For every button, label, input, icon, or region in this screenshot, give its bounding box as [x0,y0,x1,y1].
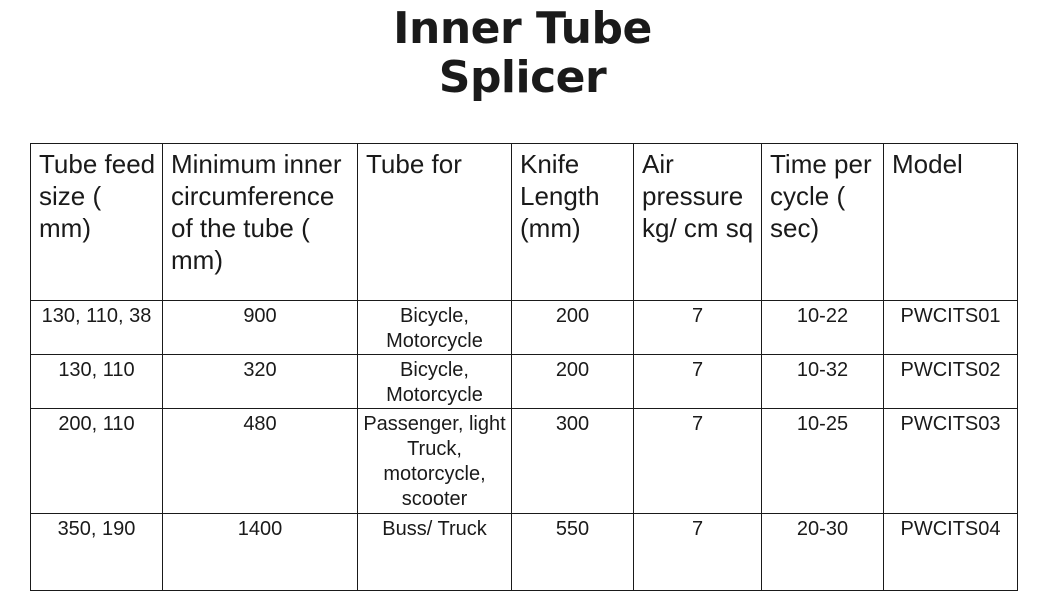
page-title: Inner Tube Splicer [0,4,1045,102]
cell-knife-length: 550 [511,513,634,591]
cell-model: PWCITS04 [883,513,1018,591]
header-time-per-cycle: Time per cycle ( sec) [761,143,884,301]
table-row: 350, 190 1400 Buss/ Truck 550 7 20-30 PW… [30,513,1018,591]
cell-knife-length: 200 [511,354,634,409]
cell-air-pressure: 7 [633,408,762,514]
cell-time-per-cycle: 20-30 [761,513,884,591]
cell-model: PWCITS02 [883,354,1018,409]
table-row: 200, 110 480 Passenger, light Truck, mot… [30,408,1018,514]
header-model: Model [883,143,1018,301]
cell-air-pressure: 7 [633,300,762,355]
cell-tube-for: Buss/ Truck [357,513,512,591]
header-tube-for: Tube for [357,143,512,301]
cell-min-inner-circumference: 320 [162,354,358,409]
cell-min-inner-circumference: 480 [162,408,358,514]
title-line-2: Splicer [438,52,607,103]
cell-air-pressure: 7 [633,513,762,591]
cell-tube-for: Bicycle, Motorcycle [357,354,512,409]
cell-time-per-cycle: 10-22 [761,300,884,355]
header-air-pressure: Air pressure kg/ cm sq [633,143,762,301]
cell-model: PWCITS03 [883,408,1018,514]
cell-air-pressure: 7 [633,354,762,409]
cell-tube-feed-size: 130, 110, 38 [30,300,163,355]
cell-tube-for: Bicycle, Motorcycle [357,300,512,355]
cell-tube-feed-size: 350, 190 [30,513,163,591]
header-tube-feed-size: Tube feed size ( mm) [30,143,163,301]
header-min-inner-circumference: Minimum inner circumference of the tube … [162,143,358,301]
cell-knife-length: 200 [511,300,634,355]
cell-min-inner-circumference: 900 [162,300,358,355]
spec-table: Tube feed size ( mm) Minimum inner circu… [30,143,1018,591]
cell-tube-feed-size: 200, 110 [30,408,163,514]
header-knife-length: Knife Length (mm) [511,143,634,301]
cell-knife-length: 300 [511,408,634,514]
title-line-1: Inner Tube [393,3,652,54]
cell-min-inner-circumference: 1400 [162,513,358,591]
table-header-row: Tube feed size ( mm) Minimum inner circu… [30,143,1018,301]
cell-time-per-cycle: 10-25 [761,408,884,514]
cell-tube-feed-size: 130, 110 [30,354,163,409]
table-row: 130, 110, 38 900 Bicycle, Motorcycle 200… [30,300,1018,355]
cell-time-per-cycle: 10-32 [761,354,884,409]
table-row: 130, 110 320 Bicycle, Motorcycle 200 7 1… [30,354,1018,409]
cell-tube-for: Passenger, light Truck, motorcycle, scoo… [357,408,512,514]
cell-model: PWCITS01 [883,300,1018,355]
